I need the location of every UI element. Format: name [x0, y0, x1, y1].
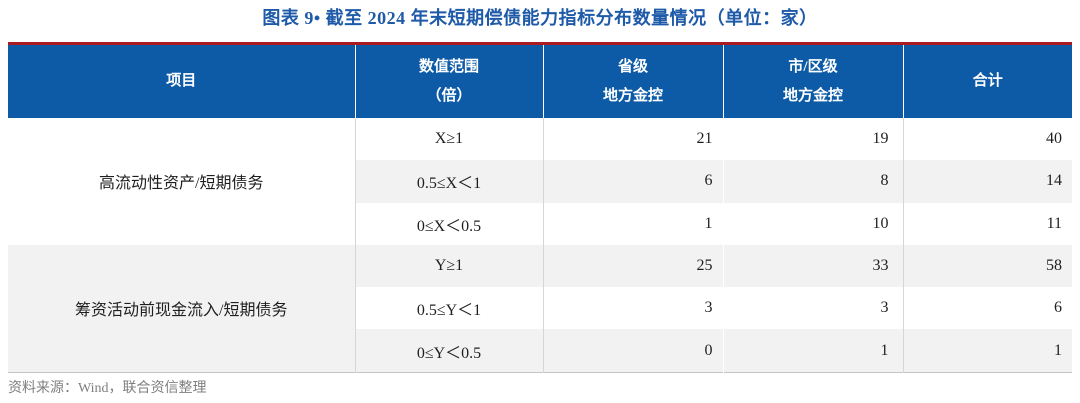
table-body: 高流动性资产/短期债务 X≥1 21 19 40 0.5≤X＜1 6 8 14 … — [8, 118, 1072, 373]
provincial-value-cell: 25 — [542, 244, 723, 288]
header-city-line1: 市/区级 — [788, 58, 838, 75]
total-value-cell: 40 — [902, 118, 1072, 161]
provincial-value-cell: 0 — [542, 329, 723, 373]
provincial-value-cell: 21 — [542, 118, 723, 161]
city-value-cell: 19 — [722, 118, 903, 161]
header-row: 项目 数值范围 （倍） 省级 地方金控 市/区级 地方金控 合计 — [8, 43, 1072, 118]
range-cell: 0.5≤Y＜1 — [354, 287, 543, 330]
item-cell-cash-inflow: 筹资活动前现金流入/短期债务 — [8, 244, 355, 373]
table-header: 项目 数值范围 （倍） 省级 地方金控 市/区级 地方金控 合计 — [8, 43, 1072, 118]
header-item-label: 项目 — [166, 73, 197, 89]
range-cell: Y≥1 — [354, 244, 543, 288]
table-row: 0≤X＜0.5 1 10 11 — [8, 202, 1072, 245]
header-total-label: 合计 — [972, 73, 1003, 89]
range-cell: 0≤Y＜0.5 — [354, 329, 543, 373]
header-city-line2: 地方金控 — [782, 87, 843, 104]
provincial-value-cell: 3 — [542, 287, 723, 330]
source-note: 资料来源：Wind，联合资信整理 — [8, 380, 207, 396]
header-cell-provincial: 省级 地方金控 — [542, 43, 723, 118]
range-cell: 0.5≤X＜1 — [354, 160, 543, 203]
range-cell: X≥1 — [354, 118, 543, 161]
header-provincial-line1: 省级 — [617, 58, 648, 75]
item-cell-liquid-assets: 高流动性资产/短期债务 — [8, 118, 355, 245]
provincial-value-cell: 6 — [542, 160, 723, 203]
city-value-cell: 33 — [722, 244, 903, 288]
header-range-line1: 数值范围 — [418, 58, 479, 75]
city-value-cell: 3 — [722, 287, 903, 330]
city-value-cell: 10 — [722, 202, 903, 245]
city-value-cell: 1 — [722, 329, 903, 373]
total-value-cell: 11 — [902, 202, 1072, 245]
table-row: 0.5≤Y＜1 3 3 6 — [8, 287, 1072, 330]
total-value-cell: 58 — [902, 244, 1072, 288]
header-cell-item: 项目 — [8, 43, 355, 118]
header-provincial-line2: 地方金控 — [602, 87, 663, 104]
total-value-cell: 1 — [902, 329, 1072, 373]
header-cell-total: 合计 — [902, 43, 1072, 118]
city-value-cell: 8 — [722, 160, 903, 203]
table-row: 高流动性资产/短期债务 X≥1 21 19 40 — [8, 118, 1072, 245]
header-cell-city: 市/区级 地方金控 — [722, 43, 903, 118]
total-value-cell: 6 — [902, 287, 1072, 330]
short-term-solvency-table: 项目 数值范围 （倍） 省级 地方金控 市/区级 地方金控 合计 — [8, 42, 1072, 373]
figure-title: 图表 9• 截至 2024 年末短期偿债能力指标分布数量情况（单位：家） — [262, 8, 818, 28]
provincial-value-cell: 1 — [542, 202, 723, 245]
table-row: 0.5≤X＜1 6 8 14 — [8, 160, 1072, 203]
table-row: 0≤Y＜0.5 0 1 1 — [8, 329, 1072, 373]
header-cell-range: 数值范围 （倍） — [354, 43, 543, 118]
table-row: 筹资活动前现金流入/短期债务 Y≥1 25 33 58 — [8, 244, 1072, 373]
total-value-cell: 14 — [902, 160, 1072, 203]
range-cell: 0≤X＜0.5 — [354, 202, 543, 245]
header-range-line2: （倍） — [426, 87, 472, 104]
